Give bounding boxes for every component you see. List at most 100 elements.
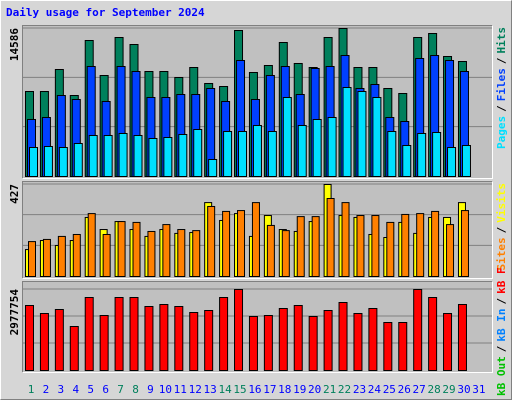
- bar: [117, 221, 126, 277]
- bar: [338, 302, 348, 371]
- x-tick-label: 30: [457, 383, 470, 396]
- legend-entry: kB In: [495, 309, 508, 342]
- plot-border-light: [22, 281, 493, 373]
- bar: [103, 134, 113, 177]
- x-tick-label: 8: [132, 383, 139, 396]
- legend-entry: kB F: [495, 267, 508, 294]
- bar: [54, 309, 64, 371]
- bar: [311, 216, 320, 277]
- plot-border-light: [22, 181, 493, 279]
- legend: kB Out / kB In / kB F: [495, 267, 508, 396]
- x-tick-label: 2: [43, 383, 50, 396]
- x-tick-label: 27: [413, 383, 426, 396]
- bar: [341, 202, 350, 277]
- bar: [28, 241, 36, 278]
- x-tick-label: 18: [278, 383, 291, 396]
- bar: [372, 96, 382, 177]
- bar: [99, 315, 109, 371]
- bar: [148, 138, 158, 177]
- bar: [368, 308, 378, 372]
- bar: [252, 125, 262, 177]
- bar: [398, 322, 408, 372]
- bar: [43, 145, 53, 177]
- bar: [447, 147, 457, 178]
- legend-entry: kB Out: [495, 356, 508, 396]
- legend-entry: Visits: [495, 183, 508, 223]
- bar: [133, 134, 143, 177]
- legend-entry: Files: [495, 68, 508, 101]
- bar: [88, 134, 98, 177]
- plot-border-light: [22, 25, 493, 179]
- bar: [29, 147, 38, 178]
- bar: [222, 210, 231, 277]
- bar: [204, 310, 214, 371]
- bar: [446, 224, 455, 277]
- x-tick-label: 19: [293, 383, 306, 396]
- bar: [223, 130, 233, 177]
- bar: [296, 216, 305, 277]
- x-tick-label: 6: [102, 383, 109, 396]
- legend-separator: /: [495, 57, 508, 64]
- legend-entry: Hits: [495, 27, 508, 54]
- bar: [102, 233, 111, 277]
- bar: [323, 310, 333, 371]
- bar: [72, 233, 81, 277]
- plot-border-dark: [22, 281, 493, 373]
- bar: [267, 130, 277, 177]
- bar: [118, 132, 128, 177]
- bar: [237, 210, 246, 277]
- bar: [297, 125, 307, 177]
- bar: [57, 235, 66, 278]
- bar: [178, 134, 188, 178]
- legend: Pages / Files / Hits: [495, 27, 508, 149]
- bar: [326, 198, 335, 277]
- bar: [282, 96, 292, 177]
- bar: [42, 238, 51, 277]
- bar: [308, 316, 318, 371]
- bar: [193, 129, 203, 177]
- y-tick-label: 14586: [8, 28, 21, 61]
- x-tick-label: 22: [338, 383, 351, 396]
- legend-entry: Sites: [495, 237, 508, 270]
- bar: [39, 313, 49, 371]
- x-tick-label: 9: [147, 383, 154, 396]
- bar: [251, 202, 260, 277]
- x-tick-label: 1: [28, 383, 35, 396]
- bar: [238, 130, 248, 177]
- bar: [312, 118, 322, 177]
- bar: [416, 213, 425, 278]
- bar: [177, 229, 186, 277]
- bar: [457, 304, 467, 371]
- bar: [461, 145, 471, 178]
- bar: [219, 297, 229, 372]
- x-tick-label: 26: [398, 383, 411, 396]
- bar: [84, 297, 94, 372]
- x-tick-label: 20: [308, 383, 321, 396]
- bar: [58, 147, 68, 178]
- bar: [144, 306, 154, 372]
- bar: [278, 308, 288, 372]
- x-tick-label: 11: [174, 383, 187, 396]
- bar: [353, 313, 363, 371]
- x-tick-label: 21: [323, 383, 336, 396]
- legend-separator: /: [495, 226, 508, 233]
- bar: [386, 221, 395, 278]
- x-tick-label: 17: [263, 383, 276, 396]
- x-tick-label: 31: [472, 383, 485, 396]
- x-tick-label: 14: [218, 383, 232, 396]
- bar: [356, 215, 365, 277]
- x-tick-label: 13: [204, 383, 217, 396]
- legend-separator: /: [495, 345, 508, 352]
- bar: [371, 215, 380, 277]
- bar: [417, 132, 427, 177]
- bar: [234, 289, 244, 371]
- bar: [114, 297, 124, 372]
- y-tick-label: 2977754: [8, 289, 21, 336]
- x-tick-label: 10: [159, 383, 172, 396]
- x-tick-label: 29: [442, 383, 455, 396]
- x-tick-label: 15: [233, 383, 246, 396]
- plot-border-dark: [22, 25, 493, 179]
